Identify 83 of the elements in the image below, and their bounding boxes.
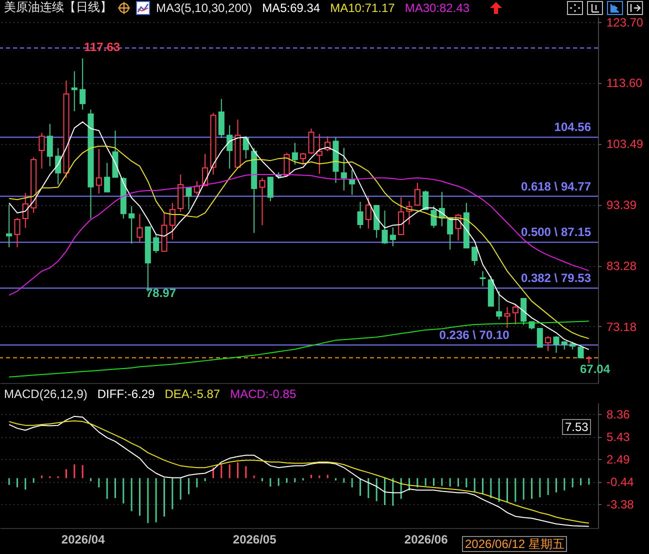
candlestick [22, 192, 28, 228]
text: MA5:69.34 [262, 0, 320, 14]
candlestick [267, 176, 274, 202]
candlestick [153, 234, 160, 254]
candlestick [553, 336, 560, 354]
y-tick-label: 5.43 [606, 430, 630, 444]
candlestick [38, 132, 45, 170]
candlestick [398, 196, 404, 236]
annotation: 67.04 [580, 362, 610, 376]
x-tick-label: 2026/05 [232, 532, 277, 546]
candlestick [128, 206, 135, 244]
line-series [8, 121, 590, 350]
candlestick [414, 182, 420, 206]
candlestick [365, 196, 372, 230]
x-tick-label: 2026/04 [61, 532, 106, 546]
text: MACD:-0.85 [230, 386, 296, 400]
candlestick [374, 205, 380, 238]
candlestick [218, 98, 224, 138]
candlestick [169, 202, 176, 240]
candlestick [504, 306, 510, 328]
text: MA10:71.17 [330, 0, 395, 14]
candlestick [292, 142, 298, 166]
chart-title: MACD(26,12,9) [4, 386, 88, 400]
candlestick [316, 133, 322, 174]
candlestick [308, 128, 314, 154]
candlestick [512, 304, 518, 325]
candlestick [6, 204, 12, 248]
candlestick [390, 226, 396, 247]
text: 2026/06/12 星期五 [462, 536, 568, 552]
y-tick-label: 83.28 [606, 259, 637, 274]
y-tick-label: 103.49 [606, 137, 644, 152]
candlestick [104, 162, 110, 192]
chart-subtitle: MA3(5,10,30,200) [156, 0, 252, 14]
candlestick [178, 174, 184, 212]
candlestick [578, 346, 584, 358]
ref-line-label: 104.56 [554, 120, 592, 134]
candlestick [259, 177, 266, 226]
y-tick-label: 8.36 [606, 408, 630, 422]
annotation: 78.97 [146, 286, 176, 300]
candlestick [300, 152, 306, 166]
candlestick [545, 336, 552, 352]
candlestick [226, 124, 233, 170]
y-tick-label: 73.18 [606, 320, 637, 334]
y-tick-label: 113.60 [606, 76, 643, 90]
candlestick [382, 210, 388, 244]
text: DEA:-5.87 [164, 386, 220, 400]
candlestick [46, 123, 53, 167]
y-tick-label: 93.39 [606, 198, 637, 212]
candlestick [496, 290, 502, 320]
candlestick [536, 327, 543, 348]
x-tick-label: 2026/06 [404, 532, 448, 546]
y-tick-label: -0.44 [606, 475, 634, 490]
candlestick [55, 147, 62, 186]
candlestick [284, 152, 290, 176]
candlestick [520, 298, 527, 326]
y-tick-label: 123.70 [606, 15, 644, 30]
candlestick [14, 217, 20, 248]
candlestick [349, 169, 356, 196]
annotation: 7.53 [562, 419, 592, 435]
series-label: DIFF:-6.29 [97, 386, 155, 400]
candlestick [472, 246, 478, 266]
ref-line-label: 0.236 \ 70.10 [439, 328, 510, 342]
candlestick [480, 270, 486, 287]
candlestick [96, 148, 102, 194]
annotation: 117.63 [84, 40, 120, 54]
candlestick [186, 187, 192, 210]
ref-line-label: 0.500 \ 87.15 [520, 225, 592, 240]
candlestick [422, 190, 429, 210]
candlestick [80, 58, 86, 110]
y-tick-label: -3.38 [606, 498, 634, 512]
candlestick [430, 206, 437, 228]
chart-title: 美原油连续【日线】 [4, 0, 112, 16]
candlestick [447, 217, 454, 250]
text: MA30:82.43 [404, 0, 470, 14]
y-tick-label: 2.49 [606, 452, 630, 467]
candlestick [242, 136, 249, 160]
ref-line-label: 0.618 \ 94.77 [520, 179, 592, 194]
candlestick [340, 147, 347, 192]
candlestick [357, 201, 364, 230]
ref-line-label: 0.382 \ 79.53 [520, 271, 592, 286]
line-series [8, 146, 590, 340]
candlestick [71, 70, 78, 112]
candlestick [136, 213, 143, 242]
